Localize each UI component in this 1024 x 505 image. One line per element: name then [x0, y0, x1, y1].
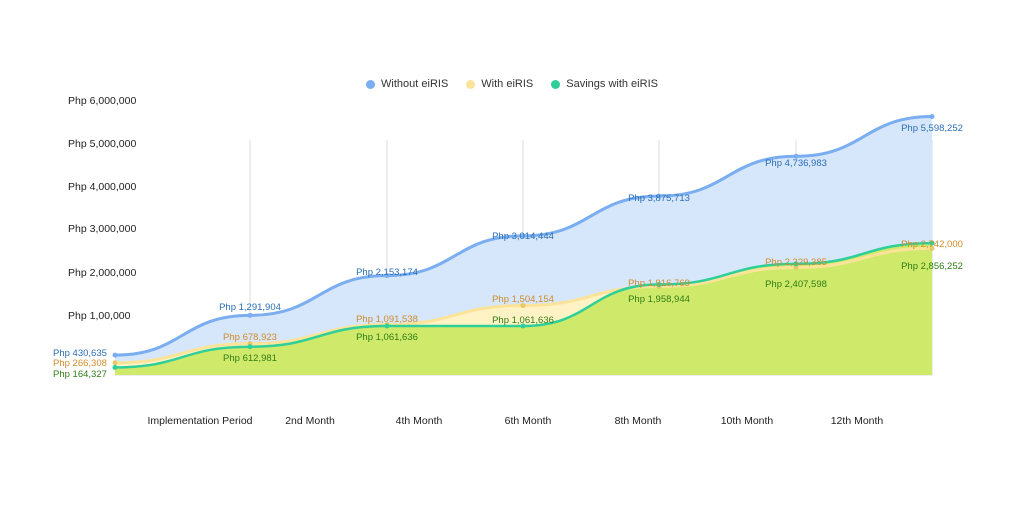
data-point-savings [656, 282, 662, 288]
legend-marker-icon [551, 79, 561, 89]
legend-item-savings[interactable]: Savings with eiRIS [551, 78, 658, 90]
data-point-with [793, 264, 799, 270]
legend-item-with[interactable]: With eiRIS [466, 78, 533, 90]
chart-legend: Without eiRIS With eiRIS Savings with ei… [0, 78, 1024, 90]
data-point-without [656, 193, 662, 199]
data-label-without: Php 4,736,983 [765, 158, 827, 169]
legend-marker-icon [466, 79, 476, 89]
data-point-without [929, 114, 935, 120]
x-tick-label: 4th Month [396, 415, 443, 427]
x-tick-label: 10th Month [721, 415, 774, 427]
data-point-without [384, 273, 390, 279]
data-label-savings: Php 612,981 [223, 353, 277, 364]
data-point-savings [384, 323, 390, 329]
data-label-without: Php 2,153,174 [356, 267, 418, 278]
y-tick-label: Php 5,000,000 [68, 138, 136, 150]
data-point-without [793, 153, 799, 159]
data-point-savings [793, 261, 799, 267]
data-point-with [112, 360, 118, 366]
data-label-savings: Php 1,061,636 [492, 315, 554, 326]
legend-label-without: Without eiRIS [381, 78, 449, 90]
data-point-without [247, 312, 253, 318]
data-label-savings: Php 1,958,944 [628, 294, 690, 305]
data-label-savings: Php 2,856,252 [901, 261, 963, 272]
data-label-without: Php 1,291,904 [219, 302, 281, 313]
data-label-without: Php 430,635 [53, 348, 107, 359]
data-label-with: Php 2,329,385 [765, 257, 827, 268]
x-tick-label: 6th Month [505, 415, 552, 427]
data-label-with: Php 2,742,000 [901, 239, 963, 250]
y-tick-label: Php 3,000,000 [68, 223, 136, 235]
data-label-with: Php 1,504,154 [492, 294, 554, 305]
data-label-with: Php 1,091,538 [356, 314, 418, 325]
legend-label-with: With eiRIS [481, 78, 534, 90]
data-label-with: Php 1,916,769 [628, 278, 690, 289]
data-label-without: Php 3,014,444 [492, 231, 554, 242]
data-point-savings [929, 240, 935, 246]
legend-marker-icon [366, 79, 376, 89]
data-label-savings: Php 164,327 [53, 369, 107, 380]
data-point-savings [247, 344, 253, 350]
data-point-with [929, 245, 935, 251]
data-label-without: Php 3,875,713 [628, 193, 690, 204]
data-label-savings: Php 2,407,598 [765, 279, 827, 290]
y-tick-label: Php 1,00,000 [68, 310, 131, 322]
y-tick-label: Php 2,000,000 [68, 267, 136, 279]
data-point-without [112, 352, 118, 358]
x-tick-label: 8th Month [615, 415, 662, 427]
data-point-with [520, 303, 526, 309]
data-label-with: Php 678,923 [223, 332, 277, 343]
data-label-savings: Php 1,061,636 [356, 332, 418, 343]
x-tick-label: 12th Month [831, 415, 884, 427]
x-tick-label: Implementation Period [147, 415, 252, 427]
data-label-with: Php 266,308 [53, 358, 107, 369]
y-tick-label: Php 6,000,000 [68, 95, 136, 107]
data-point-without [520, 233, 526, 239]
legend-label-savings: Savings with eiRIS [566, 78, 658, 90]
legend-item-without[interactable]: Without eiRIS [366, 78, 448, 90]
data-point-savings [520, 323, 526, 329]
y-tick-label: Php 4,000,000 [68, 181, 136, 193]
data-point-savings [112, 364, 118, 370]
x-tick-label: 2nd Month [285, 415, 335, 427]
data-label-without: Php 5,598,252 [901, 123, 963, 134]
